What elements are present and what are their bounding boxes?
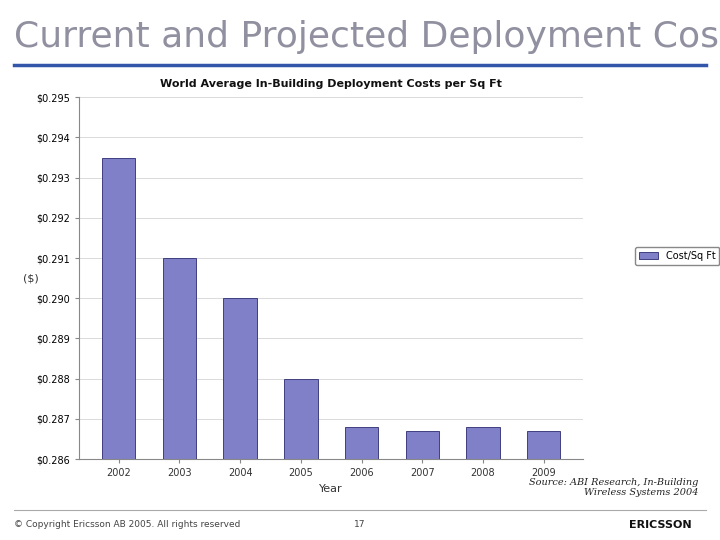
Bar: [223, 298, 257, 540]
Text: 17: 17: [354, 521, 366, 529]
Bar: [467, 427, 500, 540]
X-axis label: Year: Year: [320, 484, 343, 494]
Bar: [405, 431, 439, 540]
Text: Source: ABI Research, In-Building
Wireless Systems 2004: Source: ABI Research, In-Building Wirele…: [529, 478, 698, 497]
Text: © Copyright Ericsson AB 2005. All rights reserved: © Copyright Ericsson AB 2005. All rights…: [14, 521, 240, 529]
Text: Current and Projected Deployment Costs: Current and Projected Deployment Costs: [14, 19, 720, 53]
Text: ERICSSON: ERICSSON: [629, 520, 691, 530]
Title: World Average In-Building Deployment Costs per Sq Ft: World Average In-Building Deployment Cos…: [161, 79, 502, 90]
Bar: [284, 379, 318, 540]
Bar: [102, 158, 135, 540]
Bar: [163, 258, 196, 540]
Bar: [345, 427, 378, 540]
Y-axis label: ($): ($): [23, 273, 39, 283]
Bar: [527, 431, 560, 540]
Legend: Cost/Sq Ft: Cost/Sq Ft: [635, 247, 719, 265]
